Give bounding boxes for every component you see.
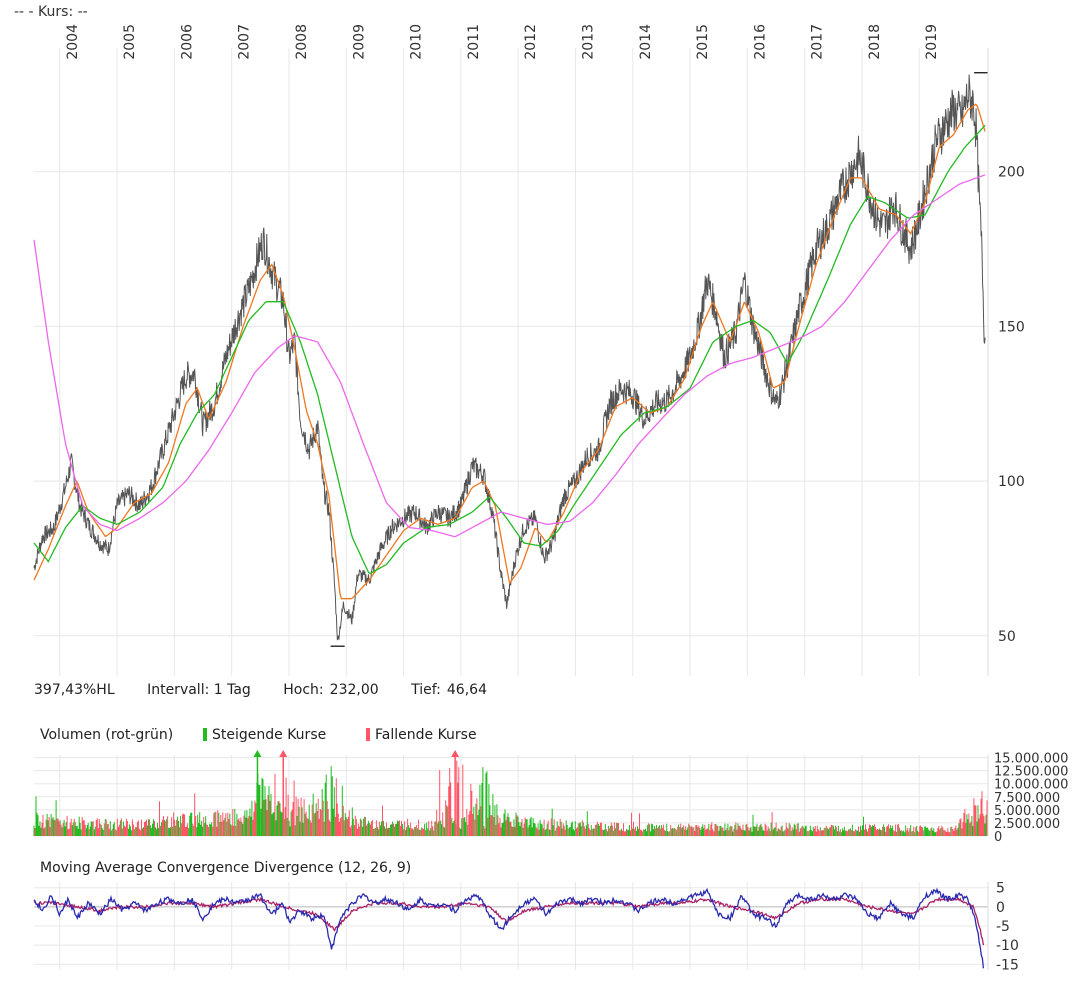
year-tick-label: 2017 <box>810 24 826 60</box>
chart-header-title: -- - Kurs: -- <box>14 4 88 20</box>
year-tick-label: 2018 <box>867 24 883 60</box>
volume-overflow-arrow <box>279 750 288 757</box>
year-tick-label: 2014 <box>638 24 654 60</box>
price-y-tick-label: 200 <box>998 165 1025 181</box>
price-y-tick-label: 100 <box>998 474 1025 490</box>
macd-y-tick-label: -15 <box>996 957 1019 973</box>
macd-y-tick-label: 5 <box>996 881 1005 897</box>
volume-panel: 15.000.00012.500.00010.000.0007.500.0005… <box>33 750 1068 845</box>
price-plot-area <box>34 48 988 676</box>
macd-y-tick-label: -5 <box>996 919 1010 935</box>
sma-mid-line <box>33 124 986 575</box>
macd-panel: 5 0 -5 -10 -15 <box>33 881 1019 973</box>
volume-y-tick-label: 15.000.000 <box>994 752 1068 767</box>
year-tick-label: 2019 <box>924 24 940 60</box>
legend-falling-swatch <box>366 728 370 741</box>
interval-value: Intervall: 1 Tag <box>147 682 251 698</box>
macd-y-tick-label: -10 <box>996 938 1019 954</box>
legend-rising-label: Steigende Kurse <box>212 727 327 743</box>
volume-falling-bars <box>34 760 988 836</box>
macd-y-tick-label: 0 <box>996 900 1005 916</box>
year-tick-label: 2015 <box>695 24 711 60</box>
year-tick-label: 2010 <box>409 24 425 60</box>
year-tick-label: 2008 <box>294 24 310 60</box>
year-tick-label: 2006 <box>179 24 195 60</box>
volume-y-tick-label: 5.000.000 <box>994 804 1060 819</box>
macd-main-line <box>33 887 985 969</box>
high-stat: Hoch: 232,00 <box>283 682 378 698</box>
year-tick-label: 2012 <box>523 24 539 60</box>
legend-falling-label: Fallende Kurse <box>375 727 477 743</box>
year-tick-label: 2009 <box>351 24 367 60</box>
year-tick-label: 2011 <box>466 24 482 60</box>
year-tick-label: 2016 <box>752 24 768 60</box>
volume-overflow-arrow <box>451 750 460 757</box>
high-value: 232,00 <box>329 682 379 698</box>
year-tick-label: 2007 <box>237 24 253 60</box>
year-tick-label: 2005 <box>122 24 138 60</box>
price-stats-bar: 397,43%HL Intervall: 1 Tag Hoch: 232,00 T… <box>34 682 515 698</box>
performance-value: 397,43%HL <box>34 682 115 698</box>
sma-short-line <box>33 103 986 600</box>
legend-rising-swatch <box>203 728 207 741</box>
high-label: Hoch: <box>283 682 324 698</box>
volume-y-tick-label: 10.000.000 <box>994 778 1068 793</box>
volume-y-tick-label: 0 <box>994 830 1002 845</box>
year-tick-label: 2013 <box>580 24 596 60</box>
price-panel: 2004 2005 2006 2007 2008 2009 2010 2011 2012 2013… <box>33 24 1025 676</box>
year-tick-label: 2004 <box>65 24 81 60</box>
volume-y-tick-label: 12.500.000 <box>994 765 1068 780</box>
low-value: 46,64 <box>446 682 487 698</box>
macd-title: Moving Average Convergence Divergence (1… <box>40 860 412 876</box>
sma-long-line <box>33 174 986 538</box>
low-stat: Tief: 46,64 <box>411 682 487 698</box>
price-y-tick-label: 150 <box>998 319 1025 335</box>
volume-y-tick-label: 2.500.000 <box>994 817 1060 832</box>
macd-signal-line <box>33 896 985 946</box>
price-y-tick-label: 50 <box>998 629 1016 645</box>
low-label: Tief: <box>411 682 441 698</box>
volume-y-tick-label: 7.500.000 <box>994 791 1060 806</box>
legend-falling: Fallende Kurse <box>366 727 477 743</box>
volume-title: Volumen (rot-grün) <box>40 727 174 743</box>
legend-rising: Steigende Kurse <box>203 727 326 743</box>
volume-overflow-arrow <box>253 750 262 757</box>
